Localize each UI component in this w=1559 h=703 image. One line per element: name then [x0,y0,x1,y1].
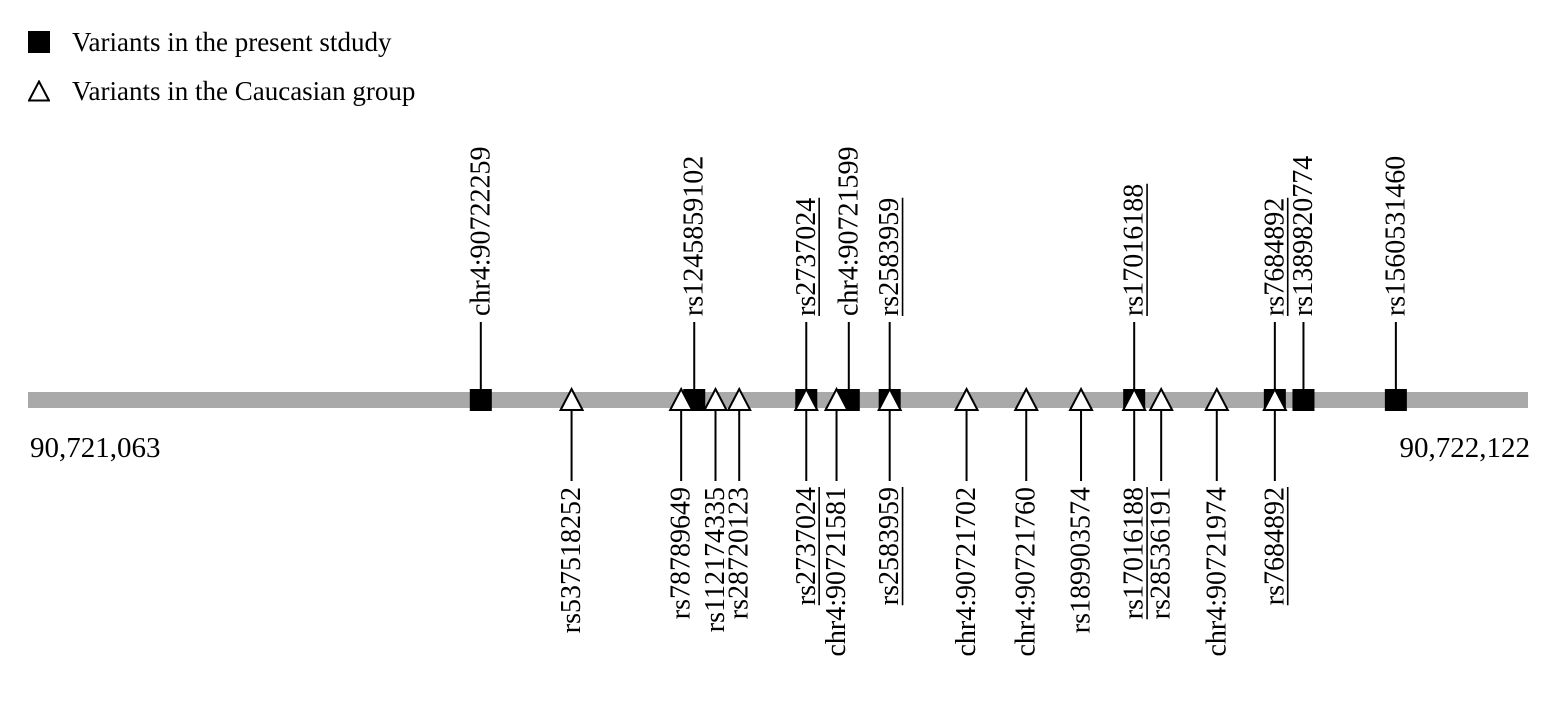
start-position-label: 90,721,063 [30,432,161,464]
present-label-3: chr4:90721599 [833,146,864,316]
caucasian-label-0: rs537518252 [556,487,587,633]
present-variant-markers: chr4:90722259 rs1245859102 rs2737024 chr4:9… [465,146,1411,411]
present-label-7: rs1389820774 [1288,156,1319,316]
end-position-label: 90,722,122 [1399,432,1531,464]
caucasian-label-2: rs112174335 [700,487,731,632]
caucasian-label-4: rs2737024 [791,487,822,605]
caucasian-label-6: rs2583959 [874,487,905,605]
present-label-5: rs17016188 [1119,184,1150,316]
caucasian-label-13: rs7684892 [1259,487,1290,605]
caucasian-label-9: rs189903574 [1066,487,1097,633]
present-label-2: rs2737024 [791,198,822,316]
caucasian-triangle-marker-1 [668,386,694,411]
caucasian-triangle-marker-7 [953,386,980,411]
caucasian-triangle-marker-6 [877,386,903,411]
caucasian-triangle-marker-8 [1013,386,1039,411]
caucasian-triangle-marker-9 [1068,386,1094,411]
present-label-8: rs1560531460 [1380,156,1411,316]
caucasian-triangle-marker-13 [1262,386,1288,411]
caucasian-triangle-marker-11 [1148,386,1174,411]
caucasian-variant-markers: rs537518252 rs78789649 rs112174335rs287201… [556,386,1290,657]
caucasian-label-12: chr4:90721974 [1201,487,1232,657]
present-label-0: chr4:90722259 [465,146,496,316]
caucasian-triangle-marker-10 [1121,386,1147,411]
caucasian-triangle-marker-0 [558,386,585,411]
legend-item-caucasian: Variants in the Caucasian group [28,76,415,106]
caucasian-label-1: rs78789649 [666,487,697,619]
caucasian-triangle-marker-4 [793,386,819,411]
legend-label-present: Variants in the present stdudy [72,27,392,57]
legend-label-caucasian: Variants in the Caucasian group [72,76,416,106]
present-square-marker-8 [1384,389,1407,411]
legend-item-present: Variants in the present stdudy [28,27,391,57]
caucasian-label-7: chr4:90721702 [951,487,982,657]
present-label-6: rs7684892 [1259,198,1290,316]
present-square-marker-0 [469,389,492,411]
present-square-marker-7 [1292,389,1315,411]
filled-square-icon [28,31,50,53]
present-label-1: rs1245859102 [679,156,710,316]
caucasian-label-8: chr4:90721760 [1011,487,1042,657]
caucasian-triangle-marker-5 [823,386,850,411]
caucasian-triangle-marker-12 [1204,386,1230,411]
caucasian-label-10: rs17016188 [1119,487,1150,619]
caucasian-label-3: rs28720123 [724,487,755,619]
open-triangle-icon [28,80,50,102]
present-label-4: rs2583959 [874,198,905,316]
caucasian-label-5: chr4:90721581 [821,487,852,657]
caucasian-triangle-marker-2 [702,386,729,411]
caucasian-triangle-marker-3 [726,386,752,411]
caucasian-label-11: rs28536191 [1146,487,1177,619]
